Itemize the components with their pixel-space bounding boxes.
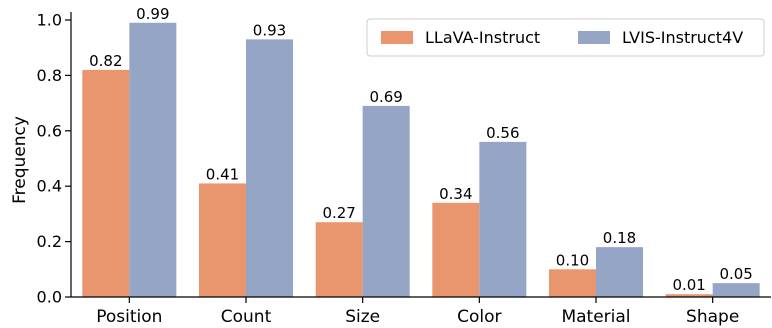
y-tick-label: 0.0 — [37, 288, 62, 307]
legend-label: LVIS-Instruct4V — [622, 28, 743, 47]
data-label: 0.34 — [439, 185, 472, 203]
data-label: 0.69 — [369, 88, 402, 106]
legend-swatch — [578, 31, 610, 44]
data-label: 0.10 — [556, 251, 589, 269]
bar-lvis-instruct4v-shape — [712, 283, 760, 297]
legend-label: LLaVA-Instruct — [425, 28, 540, 47]
x-tick-label: Shape — [686, 307, 739, 327]
x-tick-label: Material — [561, 307, 630, 327]
x-tick-label: Color — [457, 307, 501, 327]
data-label: 0.41 — [206, 165, 239, 183]
bar-llava-instruct-material — [549, 269, 596, 297]
bar-lvis-instruct4v-size — [362, 105, 410, 298]
x-tick-label: Count — [221, 307, 272, 327]
data-label: 0.93 — [253, 21, 286, 39]
bar-lvis-instruct4v-position — [129, 22, 177, 298]
bar-lvis-instruct4v-color — [479, 141, 527, 297]
bar-llava-instruct-count — [199, 183, 246, 297]
y-tick-label: 0.4 — [37, 177, 62, 196]
data-label: 0.82 — [89, 52, 122, 70]
bar-llava-instruct-shape — [665, 294, 713, 297]
y-tick-label: 1.0 — [37, 11, 62, 30]
y-tick-label: 0.2 — [37, 232, 62, 251]
data-label: 0.01 — [672, 276, 705, 294]
bar-llava-instruct-position — [82, 69, 130, 297]
data-label: 0.56 — [486, 124, 519, 142]
y-axis-label: Frequency — [10, 116, 30, 204]
y-tick-label: 0.6 — [37, 121, 62, 140]
legend-swatch — [381, 31, 413, 44]
x-tick-label: Position — [96, 307, 162, 327]
x-tick-label: Size — [345, 307, 380, 327]
bar-llava-instruct-color — [432, 202, 480, 297]
bar-lvis-instruct4v-material — [596, 247, 643, 297]
bar-llava-instruct-size — [315, 222, 363, 297]
bar-lvis-instruct4v-count — [246, 39, 293, 297]
data-label: 0.05 — [719, 265, 752, 283]
data-label: 0.27 — [322, 204, 355, 222]
legend-box — [366, 18, 765, 57]
data-label: 0.99 — [136, 5, 169, 23]
data-label: 0.18 — [603, 229, 636, 247]
y-tick-label: 0.8 — [37, 66, 62, 85]
